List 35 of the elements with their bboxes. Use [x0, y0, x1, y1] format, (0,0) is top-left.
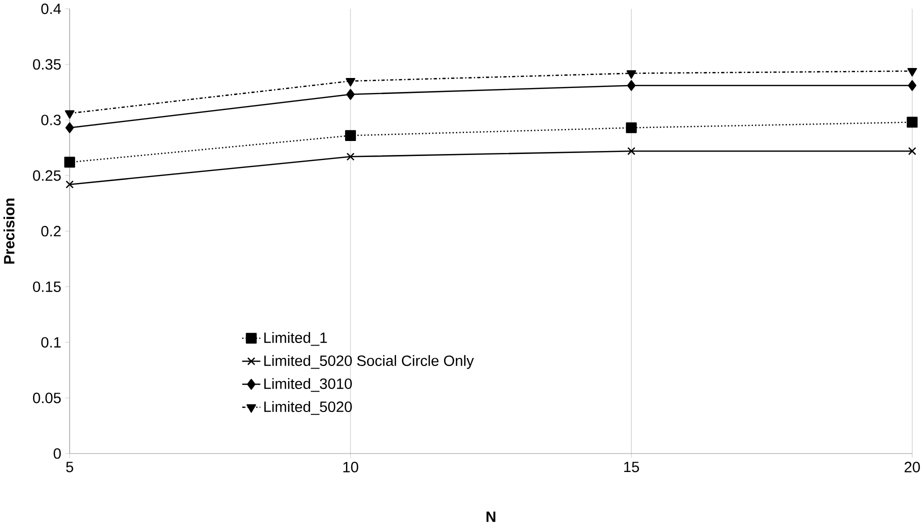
point [345, 130, 356, 141]
x-tick-label: 15 [624, 462, 639, 472]
point [346, 152, 355, 160]
point [627, 80, 636, 91]
point [907, 68, 917, 76]
y-tick-label: 0.3 [41, 114, 61, 126]
y-tick-label: 0.1 [41, 336, 61, 348]
legend-label: Limited_5020 [264, 400, 352, 415]
point [908, 80, 916, 91]
point [627, 146, 636, 155]
point [908, 146, 916, 155]
y-tick-label: 0 [54, 448, 61, 459]
point [906, 116, 918, 128]
point [66, 180, 74, 188]
point [626, 70, 636, 79]
point [65, 122, 74, 133]
y-tick-label: 0.15 [33, 281, 61, 292]
x-tick-label: 20 [904, 462, 920, 472]
x-axis-title: N [486, 511, 496, 522]
point [64, 156, 76, 168]
y-tick-label: 0.35 [33, 58, 61, 70]
x-tick-label: 5 [66, 462, 74, 472]
y-tick-label: 0.2 [41, 226, 61, 236]
point [346, 88, 355, 100]
point [626, 122, 637, 133]
legend-label: Limited_3010 [264, 378, 352, 392]
point [346, 78, 356, 86]
y-tick-label: 0.05 [33, 392, 61, 403]
legend-label: Limited_1 [264, 332, 327, 346]
y-tick-label: 0.4 [41, 3, 61, 14]
y-tick-label: 0.25 [33, 170, 61, 181]
y-axis-title: Precision [4, 198, 14, 264]
x-tick-label: 10 [343, 462, 358, 472]
legend-label: Limited_5020 Social Circle Only [264, 354, 474, 369]
point [64, 110, 74, 119]
